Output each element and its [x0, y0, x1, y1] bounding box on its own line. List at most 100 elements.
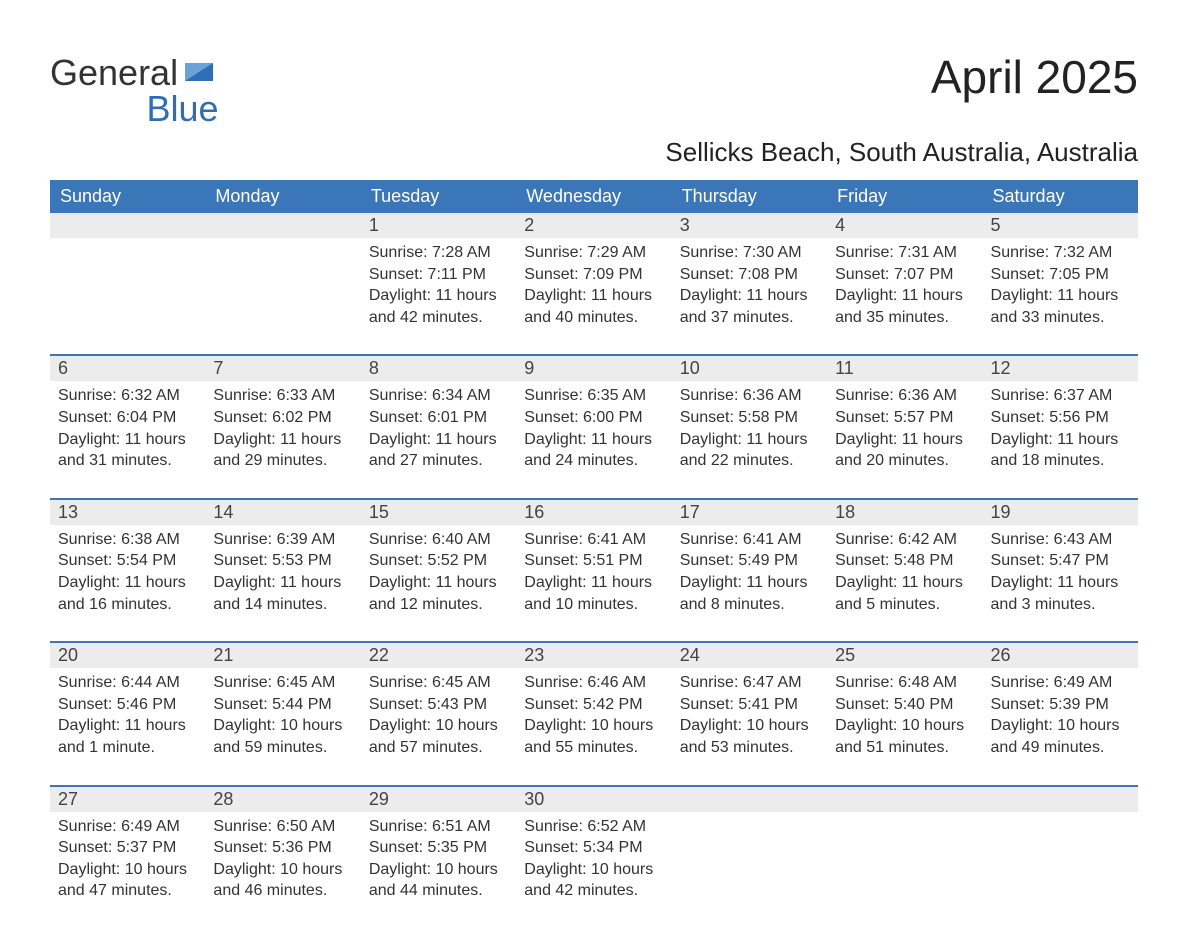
- sunrise-text: Sunrise: 6:49 AM: [991, 672, 1130, 694]
- week-body-row: Sunrise: 6:32 AMSunset: 6:04 PMDaylight:…: [50, 381, 1138, 498]
- day-cell: Sunrise: 6:41 AMSunset: 5:49 PMDaylight:…: [672, 525, 827, 642]
- sunset-text: Sunset: 5:57 PM: [835, 407, 974, 429]
- sunrise-text: Sunrise: 7:32 AM: [991, 242, 1130, 264]
- day-cell: Sunrise: 6:44 AMSunset: 5:46 PMDaylight:…: [50, 668, 205, 785]
- sunset-text: Sunset: 6:02 PM: [213, 407, 352, 429]
- day-cell: Sunrise: 7:29 AMSunset: 7:09 PMDaylight:…: [516, 238, 671, 355]
- day-cell: Sunrise: 7:30 AMSunset: 7:08 PMDaylight:…: [672, 238, 827, 355]
- week-body-row: Sunrise: 7:28 AMSunset: 7:11 PMDaylight:…: [50, 238, 1138, 355]
- page-title: April 2025: [931, 50, 1138, 104]
- daylight-text: Daylight: 11 hours and 8 minutes.: [680, 572, 819, 615]
- daylight-text: Daylight: 11 hours and 42 minutes.: [369, 285, 508, 328]
- sunrise-text: Sunrise: 7:29 AM: [524, 242, 663, 264]
- day-cell: Sunrise: 7:31 AMSunset: 7:07 PMDaylight:…: [827, 238, 982, 355]
- day-header: Thursday: [672, 180, 827, 213]
- sunrise-text: Sunrise: 6:36 AM: [680, 385, 819, 407]
- sunrise-text: Sunrise: 6:37 AM: [991, 385, 1130, 407]
- sunset-text: Sunset: 5:42 PM: [524, 694, 663, 716]
- daylight-text: Daylight: 10 hours and 44 minutes.: [369, 859, 508, 902]
- sunrise-text: Sunrise: 6:48 AM: [835, 672, 974, 694]
- daylight-text: Daylight: 11 hours and 14 minutes.: [213, 572, 352, 615]
- day-number: 7: [205, 355, 360, 381]
- day-header: Friday: [827, 180, 982, 213]
- day-number: [672, 786, 827, 812]
- daylight-text: Daylight: 11 hours and 12 minutes.: [369, 572, 508, 615]
- sunset-text: Sunset: 5:53 PM: [213, 550, 352, 572]
- week-daynum-row: 20212223242526: [50, 642, 1138, 668]
- sunset-text: Sunset: 5:51 PM: [524, 550, 663, 572]
- daylight-text: Daylight: 11 hours and 37 minutes.: [680, 285, 819, 328]
- week-daynum-row: 27282930: [50, 786, 1138, 812]
- sunset-text: Sunset: 5:48 PM: [835, 550, 974, 572]
- daylight-text: Daylight: 10 hours and 57 minutes.: [369, 715, 508, 758]
- daylight-text: Daylight: 11 hours and 22 minutes.: [680, 429, 819, 472]
- sunset-text: Sunset: 5:39 PM: [991, 694, 1130, 716]
- sunrise-text: Sunrise: 7:28 AM: [369, 242, 508, 264]
- day-number: 20: [50, 642, 205, 668]
- week-body-row: Sunrise: 6:49 AMSunset: 5:37 PMDaylight:…: [50, 812, 1138, 928]
- day-number: [827, 786, 982, 812]
- day-cell: Sunrise: 6:47 AMSunset: 5:41 PMDaylight:…: [672, 668, 827, 785]
- brand-word-1: General: [50, 52, 178, 93]
- day-number: 4: [827, 213, 982, 238]
- day-cell: Sunrise: 6:36 AMSunset: 5:57 PMDaylight:…: [827, 381, 982, 498]
- week-daynum-row: 6789101112: [50, 355, 1138, 381]
- brand-logo: General Blue: [50, 55, 219, 127]
- day-cell: Sunrise: 6:33 AMSunset: 6:02 PMDaylight:…: [205, 381, 360, 498]
- day-cell: Sunrise: 6:46 AMSunset: 5:42 PMDaylight:…: [516, 668, 671, 785]
- sunset-text: Sunset: 5:41 PM: [680, 694, 819, 716]
- daylight-text: Daylight: 11 hours and 10 minutes.: [524, 572, 663, 615]
- brand-word-2: Blue: [50, 91, 219, 127]
- day-number: 24: [672, 642, 827, 668]
- day-header: Sunday: [50, 180, 205, 213]
- day-number: 8: [361, 355, 516, 381]
- sunrise-text: Sunrise: 6:45 AM: [369, 672, 508, 694]
- daylight-text: Daylight: 10 hours and 42 minutes.: [524, 859, 663, 902]
- day-cell: Sunrise: 6:49 AMSunset: 5:39 PMDaylight:…: [983, 668, 1138, 785]
- day-number: 30: [516, 786, 671, 812]
- day-cell: Sunrise: 6:34 AMSunset: 6:01 PMDaylight:…: [361, 381, 516, 498]
- daylight-text: Daylight: 11 hours and 27 minutes.: [369, 429, 508, 472]
- sunset-text: Sunset: 6:00 PM: [524, 407, 663, 429]
- day-number: 29: [361, 786, 516, 812]
- daylight-text: Daylight: 10 hours and 47 minutes.: [58, 859, 197, 902]
- daylight-text: Daylight: 11 hours and 20 minutes.: [835, 429, 974, 472]
- sunset-text: Sunset: 7:05 PM: [991, 264, 1130, 286]
- day-cell: [827, 812, 982, 928]
- daylight-text: Daylight: 11 hours and 29 minutes.: [213, 429, 352, 472]
- day-number: 10: [672, 355, 827, 381]
- sunset-text: Sunset: 5:36 PM: [213, 837, 352, 859]
- day-number: 14: [205, 499, 360, 525]
- sunrise-text: Sunrise: 6:34 AM: [369, 385, 508, 407]
- day-number: 2: [516, 213, 671, 238]
- daylight-text: Daylight: 11 hours and 16 minutes.: [58, 572, 197, 615]
- day-number: 18: [827, 499, 982, 525]
- day-number: 27: [50, 786, 205, 812]
- daylight-text: Daylight: 10 hours and 46 minutes.: [213, 859, 352, 902]
- sunrise-text: Sunrise: 6:41 AM: [680, 529, 819, 551]
- daylight-text: Daylight: 11 hours and 24 minutes.: [524, 429, 663, 472]
- sunset-text: Sunset: 5:37 PM: [58, 837, 197, 859]
- day-cell: Sunrise: 6:48 AMSunset: 5:40 PMDaylight:…: [827, 668, 982, 785]
- day-cell: Sunrise: 6:37 AMSunset: 5:56 PMDaylight:…: [983, 381, 1138, 498]
- day-number: 16: [516, 499, 671, 525]
- daylight-text: Daylight: 11 hours and 40 minutes.: [524, 285, 663, 328]
- daylight-text: Daylight: 11 hours and 3 minutes.: [991, 572, 1130, 615]
- day-number: 13: [50, 499, 205, 525]
- calendar-body: 12345Sunrise: 7:28 AMSunset: 7:11 PMDayl…: [50, 213, 1138, 928]
- sunset-text: Sunset: 5:49 PM: [680, 550, 819, 572]
- day-number: 28: [205, 786, 360, 812]
- sunrise-text: Sunrise: 6:45 AM: [213, 672, 352, 694]
- day-cell: Sunrise: 6:40 AMSunset: 5:52 PMDaylight:…: [361, 525, 516, 642]
- daylight-text: Daylight: 10 hours and 55 minutes.: [524, 715, 663, 758]
- day-cell: [983, 812, 1138, 928]
- sunrise-text: Sunrise: 6:44 AM: [58, 672, 197, 694]
- sunset-text: Sunset: 7:11 PM: [369, 264, 508, 286]
- sunset-text: Sunset: 5:34 PM: [524, 837, 663, 859]
- sunrise-text: Sunrise: 6:32 AM: [58, 385, 197, 407]
- daylight-text: Daylight: 10 hours and 59 minutes.: [213, 715, 352, 758]
- day-number: [205, 213, 360, 238]
- day-number: 17: [672, 499, 827, 525]
- sunrise-text: Sunrise: 6:39 AM: [213, 529, 352, 551]
- day-number: 9: [516, 355, 671, 381]
